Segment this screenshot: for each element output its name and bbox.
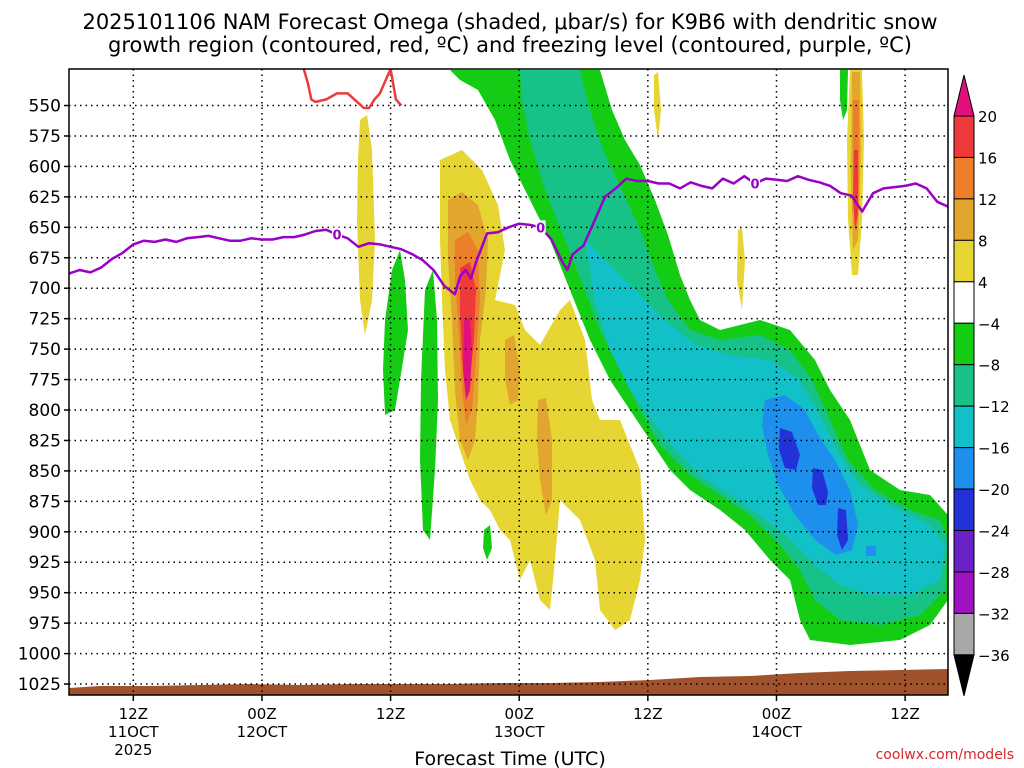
colorbar-label: 8 — [978, 232, 988, 250]
y-tick-label: 875 — [29, 492, 61, 512]
y-tick-label: 900 — [29, 523, 61, 543]
colorbar-bin — [953, 198, 975, 241]
y-tick-label: 550 — [29, 97, 61, 117]
y-tick-label: 925 — [29, 553, 61, 573]
y-tick-label: 825 — [29, 431, 61, 451]
omega-region-pos16-spike — [853, 150, 858, 230]
y-tick-label: 675 — [29, 249, 61, 269]
colorbar-label: −20 — [978, 481, 1010, 499]
colorbar-label: −32 — [978, 605, 1010, 623]
contour-label-bg — [750, 176, 761, 190]
colorbar-bin — [953, 156, 975, 200]
colorbar-label: −4 — [978, 315, 1000, 333]
terrain-surface — [69, 669, 948, 695]
colorbar-label: 4 — [978, 274, 988, 292]
colorbar-bin — [953, 447, 975, 490]
omega-region-neg4-cell2 — [420, 270, 438, 540]
omega-shaded-field — [69, 70, 948, 695]
colorbar-label: −28 — [978, 564, 1010, 582]
omega-region-neg20c — [837, 508, 848, 550]
colorbar-bin — [953, 364, 975, 407]
omega-region-pos8-cell1 — [505, 335, 520, 405]
omega-region-neg16-spot — [866, 546, 876, 556]
colorbar-label: −8 — [978, 357, 1000, 375]
chart-title-line2: growth region (contoured, red, ºC) and f… — [108, 33, 912, 57]
x-tick-label: 2025 — [114, 741, 152, 759]
y-tick-label: 1000 — [18, 645, 61, 665]
colorbar-label: 16 — [978, 149, 997, 167]
y-tick-label: 700 — [29, 279, 61, 299]
omega-region-neg4-cell3 — [483, 525, 492, 560]
y-tick-label: 775 — [29, 371, 61, 391]
plot-frame — [68, 68, 949, 696]
y-tick-label: 800 — [29, 401, 61, 421]
contour-label-2: 0 — [751, 177, 760, 192]
omega-region-pos4-main — [440, 150, 645, 630]
omega-region-neg4-cell4 — [840, 70, 848, 120]
omega-region-pos8-cell2 — [537, 398, 552, 515]
colorbar-top-arrow — [953, 74, 975, 117]
colorbar-bin — [953, 281, 975, 324]
x-tick-label: 12Z — [633, 705, 662, 723]
colorbar-bin — [953, 530, 975, 573]
y-tick-label: 600 — [29, 157, 61, 177]
y-tick-label: 950 — [29, 584, 61, 604]
omega-region-pos4-cell3 — [737, 228, 745, 310]
contour-label-bg — [535, 220, 546, 234]
y-tick-label: 850 — [29, 462, 61, 482]
colorbar-bin — [953, 239, 975, 283]
omega-region-neg4-cell1 — [383, 250, 408, 415]
colorbar-bin — [953, 405, 975, 449]
omega-region-pos4-cell1 — [357, 115, 375, 335]
colorbar-bin — [953, 322, 975, 366]
y-tick-label: 650 — [29, 218, 61, 238]
colorbar-bin — [953, 115, 975, 158]
colorbar-bin — [953, 612, 975, 656]
y-tick-label: 750 — [29, 340, 61, 360]
x-tick-label: 14OCT — [751, 723, 802, 741]
y-tick-label: 1025 — [18, 675, 61, 695]
x-tick-label: 12OCT — [237, 723, 288, 741]
x-tick-label: 00Z — [247, 705, 276, 723]
colorbar-bottom-arrow — [953, 654, 975, 696]
x-tick-label: 13OCT — [494, 723, 545, 741]
x-tick-label: 12Z — [119, 705, 148, 723]
x-tick-label: 00Z — [762, 705, 791, 723]
colorbar-label: −24 — [978, 523, 1010, 541]
colorbar-label: −12 — [978, 398, 1010, 416]
colorbar-label: −36 — [978, 647, 1010, 665]
contour-line-1 — [302, 69, 403, 110]
x-tick-label: 11OCT — [108, 723, 159, 741]
colorbar-bin — [953, 571, 975, 614]
colorbar: 20 16 12 8 4 −4 −8 −12 −16 −20 −24 −28 −32 −36 — [953, 74, 1010, 696]
chart-title-line1: 2025101106 NAM Forecast Omega (shaded, μ… — [82, 10, 937, 34]
x-tick-label: 12Z — [890, 705, 919, 723]
omega-region-neg20b — [812, 468, 828, 505]
contour-line-0 — [69, 174, 948, 296]
x-tick-label: 00Z — [505, 705, 534, 723]
x-tick-label: 12Z — [376, 705, 405, 723]
chart-grid — [69, 69, 948, 695]
colorbar-label: −16 — [978, 440, 1010, 458]
credit-text: coolwx.com/models — [876, 747, 1014, 763]
y-tick-label: 725 — [29, 310, 61, 330]
omega-region-neg20a — [779, 428, 800, 470]
colorbar-label: 20 — [978, 108, 997, 126]
contour-label-1: 0 — [536, 221, 545, 236]
x-axis-label: Forecast Time (UTC) — [414, 748, 605, 768]
colorbar-bin — [953, 488, 975, 531]
y-tick-label: 575 — [29, 127, 61, 147]
colorbar-label: 12 — [978, 191, 997, 209]
y-tick-label: 975 — [29, 614, 61, 634]
contour-label-0: 0 — [332, 229, 341, 244]
y-tick-label: 625 — [29, 188, 61, 208]
contour-label-bg — [331, 227, 342, 241]
